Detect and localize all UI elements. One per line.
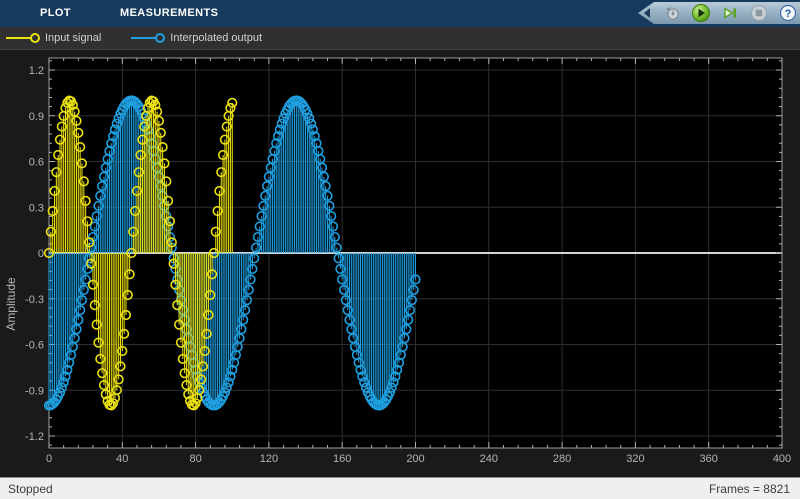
legend-label: Interpolated output (170, 32, 263, 44)
markers (43, 95, 238, 411)
series-input-signal (43, 95, 238, 411)
legend-label: Input signal (45, 32, 102, 44)
frames-counter: Frames = 8821 (708, 481, 790, 496)
svg-text:0.3: 0.3 (29, 202, 44, 214)
svg-text:-0.9: -0.9 (25, 385, 44, 397)
plot-figure[interactable]: Amplitude 1.2 0.9 0.6 0.3 0 -0.3 -0.6 -0.9 -1.2 0… (0, 50, 800, 477)
legend-bar: Input signal Interpolated output (0, 27, 800, 50)
help-button[interactable]: ? (778, 3, 798, 23)
simulation-status-text: Stopped (8, 481, 53, 496)
svg-text:?: ? (785, 8, 792, 20)
run-button[interactable] (691, 3, 711, 23)
legend-item-interpolated-output[interactable]: Interpolated output (131, 32, 262, 44)
tab-measurements[interactable]: MEASUREMENTS (120, 7, 219, 19)
scope-plot-canvas[interactable]: 1.20.90.60.30-0.3-0.6-0.9-1.20 40 80 120 160… (0, 50, 800, 477)
svg-text:360: 360 (700, 453, 718, 465)
step-forward-button[interactable] (720, 3, 740, 23)
svg-text:0.9: 0.9 (29, 111, 44, 123)
svg-text:40: 40 (116, 453, 128, 465)
svg-text:0.6: 0.6 (29, 157, 44, 169)
svg-text:280: 280 (553, 453, 571, 465)
step-forward-icon (724, 7, 736, 19)
svg-text:320: 320 (626, 453, 644, 465)
svg-text:240: 240 (480, 453, 498, 465)
status-bar: Stopped Frames = 8821 (0, 477, 800, 499)
tab-plot[interactable]: PLOT (40, 7, 71, 19)
tick-labels: 1.20.90.60.30-0.3-0.6-0.9-1.20 40 80 120 160… (25, 65, 791, 465)
svg-text:400: 400 (773, 453, 791, 465)
interpolated-output-marker-icon (131, 33, 166, 43)
svg-text:-0.6: -0.6 (25, 340, 44, 352)
run-icon (692, 4, 710, 22)
stop-button[interactable] (749, 3, 769, 23)
svg-text:80: 80 (189, 453, 201, 465)
collapse-arrow-icon (644, 8, 650, 18)
help-icon: ? (779, 4, 797, 22)
simulation-toolbar: ? (638, 2, 800, 24)
svg-text:0: 0 (46, 453, 52, 465)
svg-text:120: 120 (260, 453, 278, 465)
svg-text:1.2: 1.2 (29, 65, 44, 77)
stepping-options-button[interactable] (662, 3, 682, 23)
tick-marks (48, 58, 783, 448)
tab-bar: PLOT MEASUREMENTS (0, 0, 800, 27)
stepping-options-icon (666, 6, 679, 20)
svg-text:160: 160 (333, 453, 351, 465)
legend-item-input-signal[interactable]: Input signal (6, 32, 101, 44)
svg-text:-1.2: -1.2 (25, 431, 44, 443)
input-signal-marker-icon (6, 33, 40, 43)
stop-icon (751, 5, 767, 21)
svg-text:200: 200 (406, 453, 424, 465)
svg-text:0: 0 (38, 248, 44, 260)
svg-text:-0.3: -0.3 (25, 294, 44, 306)
